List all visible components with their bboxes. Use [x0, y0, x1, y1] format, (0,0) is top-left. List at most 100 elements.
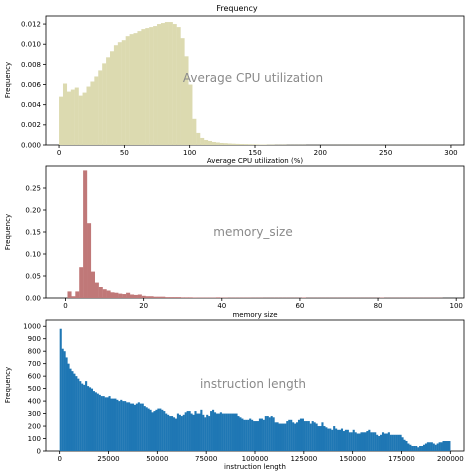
panel-3-bar: [161, 409, 164, 451]
panel-1-x-axis-label: Average CPU utilization (%): [207, 157, 303, 165]
panel-1-x-tick-label: 200: [314, 149, 327, 157]
panel-3-x-ticks: 0 25000 50000 75000 100000 125000 150000 175000…: [57, 451, 464, 463]
panel-3-bar: [85, 381, 88, 451]
panel-3-bar: [327, 428, 330, 451]
panel-3-bar: [190, 413, 193, 451]
figure-title: Frequency: [216, 4, 258, 13]
panel-1-bar: [192, 118, 197, 145]
panel-1-x-tick-label: 150: [248, 149, 261, 157]
panel-2-annotation: memory_size: [213, 225, 292, 239]
panel-2-bar: [180, 297, 185, 298]
panel-1-bar: [153, 26, 158, 145]
panel-3-bar: [274, 422, 277, 451]
panel-3-bar: [83, 384, 86, 451]
panel-3-bar: [348, 432, 351, 451]
panel-3-bar: [290, 419, 293, 451]
panel-2-bar: [94, 282, 99, 298]
panel-3-bar: [92, 391, 95, 451]
panel-2-bar: [83, 170, 88, 298]
panel-2-bar: [114, 292, 119, 298]
panel-1-bar: [231, 143, 236, 145]
panel-3-bar: [126, 402, 129, 451]
panel-3-bar: [436, 443, 439, 451]
panel-3-bar: [297, 419, 301, 451]
panel-3-bar: [444, 441, 447, 451]
panel-3-bar: [182, 414, 185, 451]
panel-3-bar: [108, 396, 111, 451]
panel-1-bar: [121, 40, 126, 145]
panel-3-y-tick-label: 900: [28, 335, 41, 343]
panel-3-bar: [71, 371, 74, 451]
panel-3-bar: [128, 402, 131, 451]
panel-1-bar: [176, 27, 181, 146]
panel-3-bar: [75, 376, 78, 451]
panel-3-bar: [354, 432, 357, 451]
panel-3-bar: [131, 403, 135, 451]
panel-3-bars: [59, 328, 451, 451]
panel-3-bar: [251, 419, 254, 451]
panel-3-bar: [159, 408, 162, 451]
panel-3-bar: [385, 433, 388, 451]
panel-1: 0 50 100 150 200 250 300 0.0000.0020.0040.0060…: [4, 15, 465, 165]
panel-3-bar: [272, 417, 275, 451]
panel-3-y-tick-label: 200: [28, 422, 41, 430]
panel-2-bar: [176, 297, 181, 298]
panel-3-y-tick-label: 800: [28, 348, 41, 356]
panel-3-bar: [163, 411, 166, 451]
panel-1-bar: [86, 86, 91, 145]
panel-2-x-tick-label: 100: [449, 302, 462, 310]
panel-2-x-tick-label: 20: [139, 302, 148, 310]
panel-3-bar: [98, 394, 101, 451]
panel-1-bar: [247, 144, 252, 145]
panel-1-bar: [141, 29, 146, 146]
panel-3-bar: [215, 413, 219, 451]
panel-3-bar: [346, 429, 349, 451]
panel-2-bar: [141, 295, 146, 298]
panel-3-bar: [243, 419, 246, 451]
panel-3-bar: [301, 418, 304, 451]
panel-1-bar: [180, 38, 185, 145]
panel-3-y-tick-label: 500: [28, 385, 41, 393]
panel-3-y-tick-label: 100: [28, 435, 41, 443]
panel-3-bar: [196, 413, 199, 451]
panel-3-bar: [381, 432, 385, 451]
panel-3-bar: [229, 413, 232, 451]
panel-3-bar: [282, 423, 285, 451]
panel-3-bar: [362, 432, 365, 451]
panel-3-bar: [256, 421, 260, 451]
panel-3-bar: [169, 416, 172, 451]
panel-1-bar: [196, 132, 201, 145]
panel-3-bar: [337, 429, 340, 451]
panel-1-bar: [149, 27, 154, 146]
panel-3-bar: [69, 368, 72, 451]
panel-3-bar: [157, 408, 160, 451]
panel-2-y-tick-label: 0.05: [25, 272, 41, 280]
panel-2-y-ticks: 0.00 0.05 0.10 0.15 0.20 0.25: [25, 184, 46, 302]
panel-1-x-ticks: 0 50 100 150 200 250 300: [57, 145, 458, 157]
panel-1-bar: [59, 96, 64, 146]
panel-3-bar: [94, 392, 97, 451]
panel-3-bar: [430, 442, 433, 451]
panel-2-bar: [149, 296, 154, 298]
panel-3-bar: [118, 401, 121, 451]
panel-1-bar: [70, 89, 75, 145]
panel-1-bar: [129, 34, 134, 145]
panel-3-bar: [329, 428, 332, 451]
panel-2-x-tick-label: 40: [217, 302, 226, 310]
panel-3-bar: [106, 397, 109, 451]
panel-3-bar: [434, 444, 437, 451]
panel-3-bar: [167, 414, 170, 451]
panel-3-bar: [350, 432, 353, 451]
panel-3-bar: [424, 443, 428, 451]
panel-3-bar: [383, 433, 387, 451]
panel-3-bar: [239, 417, 242, 451]
panel-3-bar: [372, 432, 375, 451]
panel-1-bar: [258, 144, 263, 145]
panel-1-bar: [219, 142, 224, 145]
panel-2-bar: [106, 290, 111, 298]
panel-3-bar: [73, 373, 76, 451]
panel-3-bar: [288, 419, 291, 451]
panel-3: 0 25000 50000 75000 100000 125000 150000 175000…: [4, 319, 465, 471]
panel-3-y-tick-label: 700: [28, 360, 41, 368]
panel-3-x-tick-label: 200000: [437, 455, 464, 463]
